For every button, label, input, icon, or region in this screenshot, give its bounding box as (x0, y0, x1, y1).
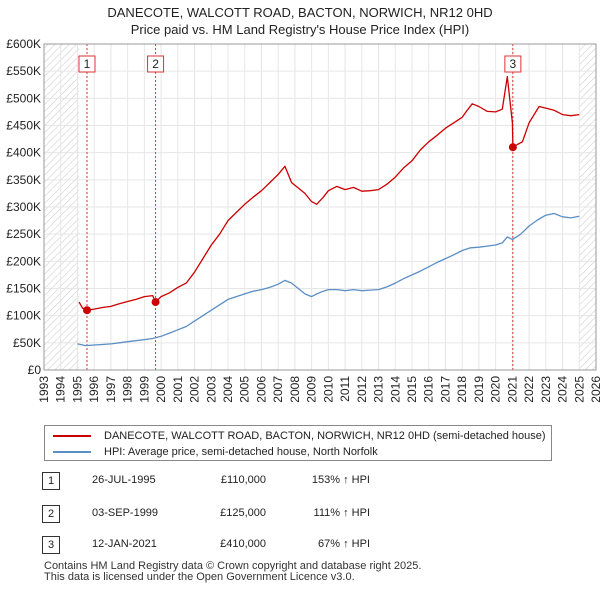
sale-hpi-change: 153% ↑ HPI (311, 474, 370, 486)
gridlines (43, 43, 597, 371)
x-tick-label: 2005 (238, 376, 252, 403)
property-price-line (78, 75, 580, 311)
sale-price: £110,000 (220, 474, 266, 486)
chart-subtitle: Price paid vs. HM Land Registry's House … (130, 22, 470, 37)
sale-label-text: 2 (152, 57, 159, 71)
y-tick-label: £550K (6, 64, 41, 78)
x-tick-label: 1994 (54, 376, 68, 403)
sale-number-badge: 3 (42, 536, 60, 554)
x-tick-label: 2002 (188, 376, 202, 403)
sale-hpi-change: 111% ↑ HPI (313, 507, 370, 519)
x-tick-label: 1993 (37, 376, 51, 403)
y-axis-ticks: £0 £50K £100K £150K £200K £250K £300K £350K £400… (6, 37, 41, 377)
sale-point (82, 306, 91, 315)
x-tick-label: 2016 (422, 376, 436, 403)
y-tick-label: £200K (6, 254, 41, 268)
x-tick-label: 2017 (438, 376, 452, 403)
y-tick-label: £300K (6, 200, 41, 214)
x-tick-label: 2008 (288, 376, 302, 403)
y-tick-label: £500K (6, 91, 41, 105)
legend-swatch-property (53, 435, 91, 437)
x-tick-label: 2023 (539, 376, 553, 403)
sale-point (508, 143, 517, 152)
chart-title: DANECOTE, WALCOTT ROAD, BACTON, NORWICH,… (107, 5, 493, 20)
x-tick-label: 2024 (556, 376, 570, 403)
sale-number-badge: 1 (42, 472, 60, 490)
y-tick-label: £0 (28, 363, 42, 377)
y-tick-label: £100K (6, 309, 41, 323)
x-tick-label: 2018 (455, 376, 469, 403)
footer-attribution: Contains HM Land Registry data © Crown c… (44, 561, 421, 583)
x-tick-label: 1999 (137, 376, 151, 403)
sale-date: 26-JUL-1995 (92, 474, 156, 486)
sale-label-box (78, 55, 96, 73)
x-tick-label: 2001 (171, 376, 185, 403)
y-tick-label: £50K (13, 336, 41, 350)
legend-label-property: DANECOTE, WALCOTT ROAD, BACTON, NORWICH,… (104, 430, 546, 442)
x-tick-label: 2009 (305, 376, 319, 403)
x-tick-label: 2006 (254, 376, 268, 403)
table-row: 2 03-SEP-1999 £125,000 111% ↑ HPI (40, 505, 560, 523)
x-tick-label: 2019 (472, 376, 486, 403)
sale-price: £125,000 (220, 507, 266, 519)
x-tick-label: 2007 (271, 376, 285, 403)
legend-item-hpi: HPI: Average price, semi-detached house,… (53, 445, 378, 459)
legend-item-property: DANECOTE, WALCOTT ROAD, BACTON, NORWICH,… (53, 429, 546, 443)
plot-frame (43, 43, 597, 371)
y-tick-label: £250K (6, 227, 41, 241)
legend-swatch-hpi (53, 451, 91, 453)
sale-label-boxes: 1 2 3 (78, 55, 522, 73)
legend-label-hpi: HPI: Average price, semi-detached house,… (104, 446, 378, 458)
x-tick-label: 2020 (489, 376, 503, 403)
x-tick-label: 2012 (355, 376, 369, 403)
x-tick-label: 2025 (572, 376, 586, 403)
x-tick-label: 2004 (221, 376, 235, 403)
x-tick-label: 1998 (121, 376, 135, 403)
x-tick-label: 1996 (87, 376, 101, 403)
chart-title-block: DANECOTE, WALCOTT ROAD, BACTON, NORWICH,… (0, 4, 600, 38)
footer-line-1: Contains HM Land Registry data © Crown c… (44, 560, 422, 572)
x-tick-label: 2010 (321, 376, 335, 403)
y-tick-label: £600K (6, 37, 41, 51)
y-tick-label: £450K (6, 119, 41, 133)
legend: DANECOTE, WALCOTT ROAD, BACTON, NORWICH,… (44, 425, 552, 461)
x-tick-label: 2021 (505, 376, 519, 403)
y-tick-label: £150K (6, 282, 41, 296)
x-tick-label: 2014 (388, 376, 402, 403)
hpi-line (77, 212, 580, 347)
x-tick-label: 2003 (204, 376, 218, 403)
x-tick-label: 2013 (372, 376, 386, 403)
table-row: 1 26-JUL-1995 £110,000 153% ↑ HPI (40, 472, 560, 490)
sale-date: 12-JAN-2021 (92, 538, 157, 550)
table-row: 3 12-JAN-2021 £410,000 67% ↑ HPI (40, 536, 560, 554)
sale-number-badge: 2 (42, 505, 60, 523)
x-tick-label: 2022 (522, 376, 536, 403)
x-tick-label: 2000 (154, 376, 168, 403)
sale-points (82, 143, 517, 315)
x-tick-label: 2015 (405, 376, 419, 403)
y-tick-label: £400K (6, 146, 41, 160)
sale-label-box (504, 55, 522, 73)
x-tick-label: 2011 (338, 376, 352, 402)
y-tick-label: £350K (6, 173, 41, 187)
x-tick-label: 1997 (104, 376, 118, 403)
x-tick-label: 1995 (70, 376, 84, 403)
x-tick-label: 2026 (589, 376, 600, 403)
sale-label-text: 1 (84, 57, 91, 71)
sale-point (151, 298, 160, 307)
sale-hpi-change: 67% ↑ HPI (318, 538, 370, 550)
sale-label-box (147, 55, 165, 73)
sale-label-text: 3 (510, 57, 517, 71)
x-axis-ticks: 1993 1994 1995 1996 1997 1998 1999 2000 2001 2002… (37, 376, 600, 403)
sale-price: £410,000 (220, 538, 266, 550)
price-chart: 1 2 3 £0 £50K £100K £150K £200K £250K £300K £350K… (6, 37, 600, 403)
footer-line-2: This data is licensed under the Open Gov… (44, 571, 355, 583)
sale-date: 03-SEP-1999 (92, 507, 159, 519)
